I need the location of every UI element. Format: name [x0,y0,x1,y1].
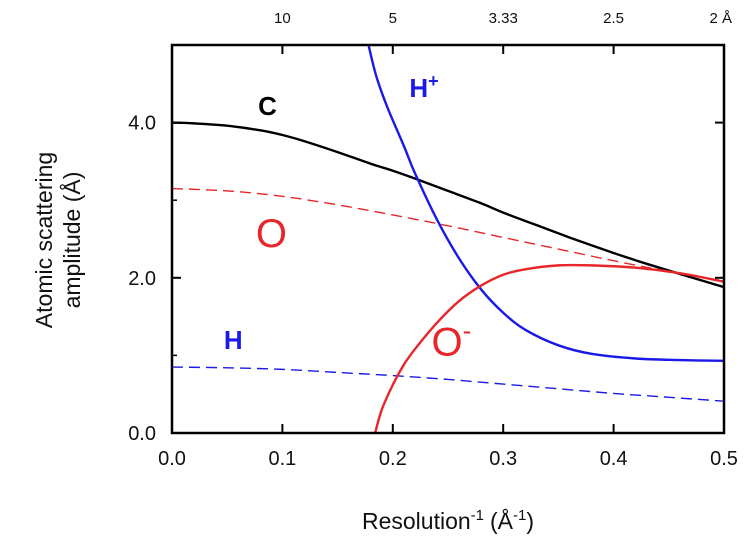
top-tick-label: 3.33 [489,10,518,27]
x-tick-label: 0.3 [489,448,517,470]
x-tick-label: 0.5 [710,448,738,470]
y-axis-title-line1: Atomic scattering [31,152,57,328]
y-tick-label: 0.0 [128,423,156,445]
top-tick-label: 2.5 [603,10,624,27]
y-axis-title: Atomic scattering amplitude (Å) [31,152,85,328]
x-axis-title: Resolution-1 (Å-1) [362,507,534,534]
plot-frame [170,43,726,435]
curve-label-h: H [224,325,243,355]
ticks-layer: 0.0 0.1 0.2 0.3 0.4 0.5 10 5 3.33 2.5 2 Å 0.0 2.0 4.0 [128,10,738,470]
x-tick-label: 0.0 [158,448,186,470]
x-tick-label: 0.4 [600,448,628,470]
x-tick-label: 0.2 [379,448,407,470]
top-tick-label: 10 [274,10,291,27]
curve-label-c: C [258,91,277,121]
curves-layer [172,45,724,433]
y-axis-title-line2: amplitude (Å) [58,172,85,309]
series-line-h [172,366,724,402]
series-line-c [172,121,724,289]
series-line-o [172,187,724,282]
top-tick-label: 2 Å [709,10,732,27]
curve-label-o: O [256,212,287,256]
x-tick-label: 0.1 [268,448,296,470]
curve-label-o-minus: O- [431,315,471,364]
top-tick-label: 5 [389,10,397,27]
y-tick-label: 4.0 [128,113,156,135]
series-line-h-plus [367,45,724,363]
series-line-o-minus [373,263,724,433]
y-tick-label: 2.0 [128,268,156,290]
curve-labels-layer: C O H H+ O- [224,71,471,364]
curve-label-h-plus: H+ [409,71,438,103]
